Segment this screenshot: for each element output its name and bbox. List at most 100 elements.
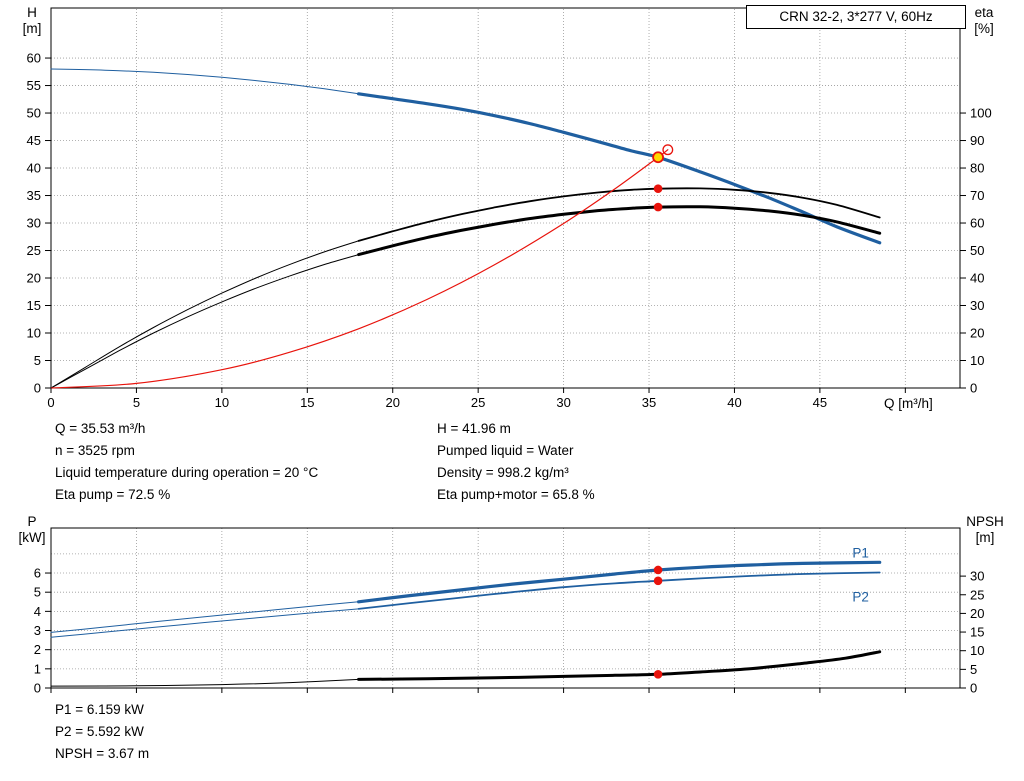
p1-label: P1 <box>852 546 869 561</box>
info-pumped-liquid: Pumped liquid = Water <box>437 443 574 458</box>
power-chart-frame <box>50 527 961 689</box>
npsh-axis-unit: [m] <box>975 530 995 545</box>
svg-text:50: 50 <box>970 243 984 258</box>
svg-text:35: 35 <box>642 395 656 410</box>
requested-duty-marker <box>662 144 674 156</box>
svg-text:100: 100 <box>970 106 992 121</box>
p-axis-title: P [kW] <box>12 514 52 546</box>
info-npsh: NPSH = 3.67 m <box>55 746 150 761</box>
h-axis-unit: [m] <box>22 21 42 36</box>
eta-pump-motor-curve <box>357 205 882 257</box>
eta-axis-unit: [%] <box>974 21 994 36</box>
qh-chart-frame <box>50 7 961 389</box>
svg-text:35: 35 <box>27 188 41 203</box>
svg-text:70: 70 <box>970 188 984 203</box>
head-curve <box>357 92 882 245</box>
qh-chart-grid <box>51 8 960 388</box>
p1-marker <box>653 565 663 575</box>
svg-text:45: 45 <box>813 395 827 410</box>
svg-text:10: 10 <box>970 353 984 368</box>
head-lead-curve <box>50 68 360 95</box>
h-axis-title: H [m] <box>16 5 48 37</box>
svg-text:30: 30 <box>27 216 41 231</box>
svg-text:5: 5 <box>133 395 140 410</box>
svg-text:20: 20 <box>970 326 984 341</box>
eta-axis-title: eta [%] <box>964 5 1004 37</box>
p1-curve <box>357 560 882 604</box>
npsh-lead-curve <box>50 678 360 687</box>
svg-text:20: 20 <box>970 606 984 621</box>
svg-text:20: 20 <box>385 395 399 410</box>
eta-pump-lead-curve <box>50 240 360 389</box>
svg-text:25: 25 <box>471 395 485 410</box>
p2-label: P2 <box>852 589 869 604</box>
info-speed: n = 3525 rpm <box>55 443 135 458</box>
svg-text:40: 40 <box>27 161 41 176</box>
npsh-axis-label: NPSH <box>966 514 1004 529</box>
p2-lead-curve <box>50 608 360 638</box>
npsh-axis-title: NPSH [m] <box>956 514 1014 546</box>
info-flow: Q = 35.53 m³/h <box>55 421 146 436</box>
svg-text:40: 40 <box>727 395 741 410</box>
qh-chart: 0 5 10 15 20 25 30 35 40 45 0 5 10 15 20 25 30 35 40 45 50 55… <box>27 7 992 410</box>
power-chart-grid <box>51 528 960 688</box>
svg-text:5: 5 <box>34 353 41 368</box>
svg-text:1: 1 <box>34 661 41 676</box>
info-p1: P1 = 6.159 kW <box>55 702 144 717</box>
svg-text:5: 5 <box>970 662 977 677</box>
svg-text:40: 40 <box>970 271 984 286</box>
svg-text:15: 15 <box>27 298 41 313</box>
svg-text:4: 4 <box>34 604 41 619</box>
svg-text:0: 0 <box>34 381 41 396</box>
svg-text:30: 30 <box>970 569 984 584</box>
info-eta-pump-motor: Eta pump+motor = 65.8 % <box>437 487 595 502</box>
info-p2: P2 = 5.592 kW <box>55 724 144 739</box>
eta-pump-motor-marker <box>653 202 663 212</box>
svg-text:10: 10 <box>215 395 229 410</box>
p1-lead-curve <box>50 601 360 633</box>
qh-chart-axes: 0 5 10 15 20 25 30 35 40 45 0 5 10 15 20 25 30 35 40 45 50 55… <box>27 51 992 410</box>
h-axis-label: H <box>27 5 37 20</box>
npsh-curve <box>357 650 882 681</box>
duty-point-marker[interactable] <box>652 151 664 164</box>
info-liquid-temp: Liquid temperature during operation = 20… <box>55 465 319 480</box>
npsh-marker <box>653 670 663 679</box>
p2-marker <box>653 576 663 586</box>
eta-pump-motor-lead-curve <box>50 254 360 389</box>
svg-text:30: 30 <box>556 395 570 410</box>
svg-text:10: 10 <box>970 643 984 658</box>
svg-text:2: 2 <box>34 642 41 657</box>
svg-text:25: 25 <box>27 243 41 258</box>
p-axis-label: P <box>27 514 37 529</box>
p-axis-unit: [kW] <box>18 530 46 545</box>
q-axis-title: Q [m³/h] <box>884 396 933 411</box>
svg-text:10: 10 <box>27 326 41 341</box>
info-eta-pump: Eta pump = 72.5 % <box>55 487 171 502</box>
p2-curve <box>357 571 881 610</box>
svg-text:15: 15 <box>300 395 314 410</box>
svg-text:3: 3 <box>34 623 41 638</box>
eta-pump-curve <box>357 187 881 242</box>
svg-text:15: 15 <box>970 625 984 640</box>
svg-text:6: 6 <box>34 566 41 581</box>
svg-text:5: 5 <box>34 585 41 600</box>
svg-text:60: 60 <box>27 51 41 66</box>
svg-text:25: 25 <box>970 587 984 602</box>
svg-text:20: 20 <box>27 271 41 286</box>
svg-text:0: 0 <box>970 381 977 396</box>
system-curve-curve <box>50 149 669 389</box>
svg-text:90: 90 <box>970 133 984 148</box>
svg-text:55: 55 <box>27 78 41 93</box>
svg-text:0: 0 <box>970 681 977 696</box>
pump-designation-box: CRN 32-2, 3*277 V, 60Hz <box>746 5 966 29</box>
svg-text:0: 0 <box>47 395 54 410</box>
eta-pump-marker <box>653 184 663 193</box>
svg-text:30: 30 <box>970 298 984 313</box>
power-chart-axes: 0 1 2 3 4 5 6 0 5 10 15 20 25 30 <box>34 566 985 696</box>
power-chart: 0 1 2 3 4 5 6 0 5 10 15 20 25 30 P1 P2 <box>34 527 985 696</box>
svg-text:45: 45 <box>27 133 41 148</box>
svg-text:80: 80 <box>970 161 984 176</box>
info-head: H = 41.96 m <box>437 421 511 436</box>
svg-text:0: 0 <box>34 681 41 696</box>
